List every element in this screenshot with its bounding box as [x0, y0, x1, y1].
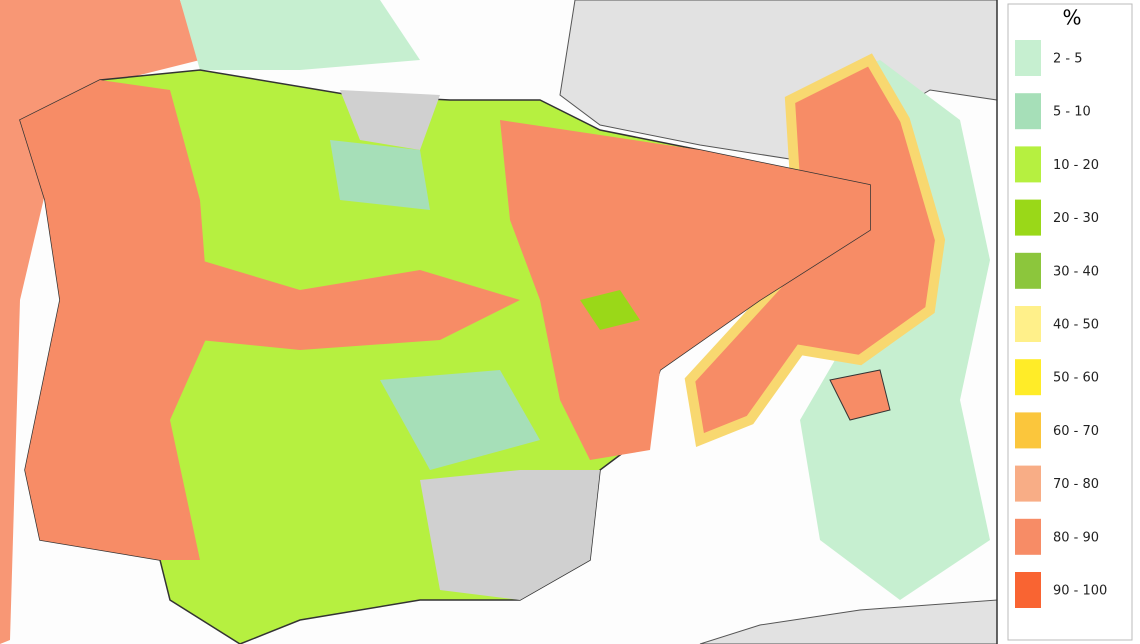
legend-label: 20 - 30 — [1053, 211, 1099, 226]
central-high — [200, 260, 520, 350]
west-high — [20, 80, 210, 560]
legend-swatch — [1015, 40, 1041, 76]
africa — [699, 599, 998, 644]
legend-swatch — [1015, 359, 1041, 396]
legend-label: 60 - 70 — [1053, 424, 1099, 439]
legend-label: 40 - 50 — [1053, 318, 1099, 333]
map — [0, 0, 998, 644]
legend-label: 70 - 80 — [1053, 477, 1099, 492]
legend-swatch — [1015, 252, 1041, 289]
legend-title: % — [1062, 6, 1081, 30]
legend-swatch — [1015, 412, 1041, 449]
legend-label: 50 - 60 — [1053, 371, 1099, 386]
legend-swatch — [1015, 306, 1041, 342]
mallorca — [829, 369, 891, 421]
east-high — [500, 120, 870, 460]
iberian-low — [580, 290, 640, 330]
legend-label: 2 - 5 — [1053, 52, 1083, 67]
southeast-dry — [420, 470, 600, 600]
legend-swatch — [1015, 93, 1041, 130]
legend-label: 90 - 100 — [1053, 584, 1107, 599]
legend-swatch — [1015, 146, 1041, 183]
legend-swatch — [1015, 465, 1041, 502]
legend-label: 10 - 20 — [1053, 158, 1099, 173]
basque-dry — [340, 90, 440, 150]
legend: 2 - 5 5 - 10 10 - 20 20 - 30 30 - 40 40 - 50 5… — [1015, 40, 1107, 608]
mancha-light — [380, 370, 540, 470]
cantabrian-band — [180, 0, 420, 70]
legend-label: 5 - 10 — [1053, 105, 1091, 120]
duero-light — [330, 140, 430, 210]
legend-label: 30 - 40 — [1053, 264, 1099, 279]
legend-label: 80 - 90 — [1053, 530, 1099, 545]
legend-swatch — [1015, 572, 1041, 608]
legend-swatch — [1015, 518, 1041, 555]
legend-swatch — [1015, 199, 1041, 236]
